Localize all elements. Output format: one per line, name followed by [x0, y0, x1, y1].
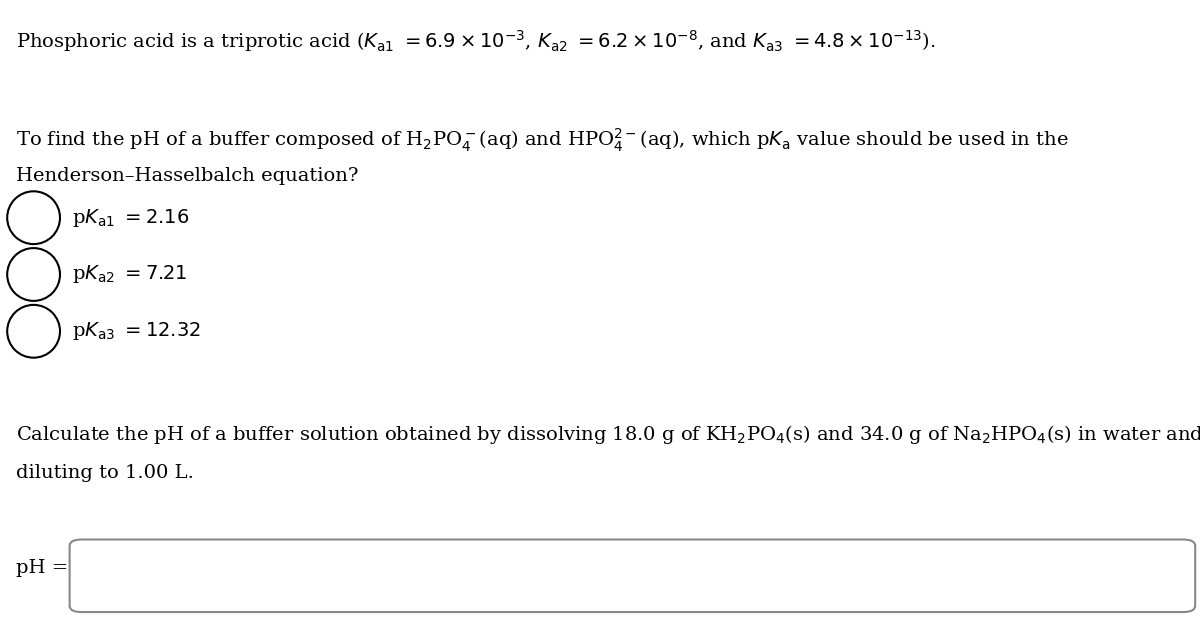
Text: p$K_\mathrm{a2}$ $= 7.21$: p$K_\mathrm{a2}$ $= 7.21$: [72, 264, 187, 285]
Text: pH =: pH =: [16, 559, 68, 577]
Text: p$K_\mathrm{a3}$ $= 12.32$: p$K_\mathrm{a3}$ $= 12.32$: [72, 321, 200, 342]
Text: diluting to 1.00 L.: diluting to 1.00 L.: [16, 464, 193, 482]
Text: Phosphoric acid is a triprotic acid ($K_\mathrm{a1}$ $= 6.9 \times 10^{-3}$, $K_: Phosphoric acid is a triprotic acid ($K_…: [16, 28, 936, 54]
Text: Calculate the pH of a buffer solution obtained by dissolving 18.0 g of KH$_2$PO$: Calculate the pH of a buffer solution ob…: [16, 423, 1200, 445]
Text: To find the pH of a buffer composed of H$_2$PO$_4^-$(aq) and HPO$_4^{2-}$(aq), w: To find the pH of a buffer composed of H…: [16, 126, 1068, 153]
Text: Henderson–Hasselbalch equation?: Henderson–Hasselbalch equation?: [16, 167, 358, 186]
Text: p$K_\mathrm{a1}$ $= 2.16$: p$K_\mathrm{a1}$ $= 2.16$: [72, 207, 190, 228]
